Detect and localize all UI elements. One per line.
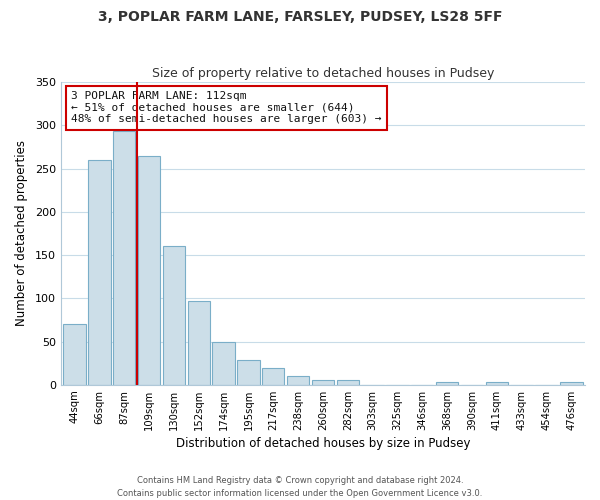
Title: Size of property relative to detached houses in Pudsey: Size of property relative to detached ho… — [152, 66, 494, 80]
Y-axis label: Number of detached properties: Number of detached properties — [15, 140, 28, 326]
Bar — [188, 301, 210, 385]
Bar — [138, 156, 160, 385]
Bar — [312, 380, 334, 385]
Bar — [485, 382, 508, 385]
X-axis label: Distribution of detached houses by size in Pudsey: Distribution of detached houses by size … — [176, 437, 470, 450]
Bar — [64, 324, 86, 385]
Bar — [337, 380, 359, 385]
Text: 3 POPLAR FARM LANE: 112sqm
← 51% of detached houses are smaller (644)
48% of sem: 3 POPLAR FARM LANE: 112sqm ← 51% of deta… — [71, 91, 382, 124]
Bar — [212, 342, 235, 385]
Bar — [237, 360, 260, 385]
Text: Contains HM Land Registry data © Crown copyright and database right 2024.
Contai: Contains HM Land Registry data © Crown c… — [118, 476, 482, 498]
Text: 3, POPLAR FARM LANE, FARSLEY, PUDSEY, LS28 5FF: 3, POPLAR FARM LANE, FARSLEY, PUDSEY, LS… — [98, 10, 502, 24]
Bar — [287, 376, 310, 385]
Bar — [113, 132, 136, 385]
Bar — [436, 382, 458, 385]
Bar — [262, 368, 284, 385]
Bar — [560, 382, 583, 385]
Bar — [163, 246, 185, 385]
Bar — [88, 160, 110, 385]
